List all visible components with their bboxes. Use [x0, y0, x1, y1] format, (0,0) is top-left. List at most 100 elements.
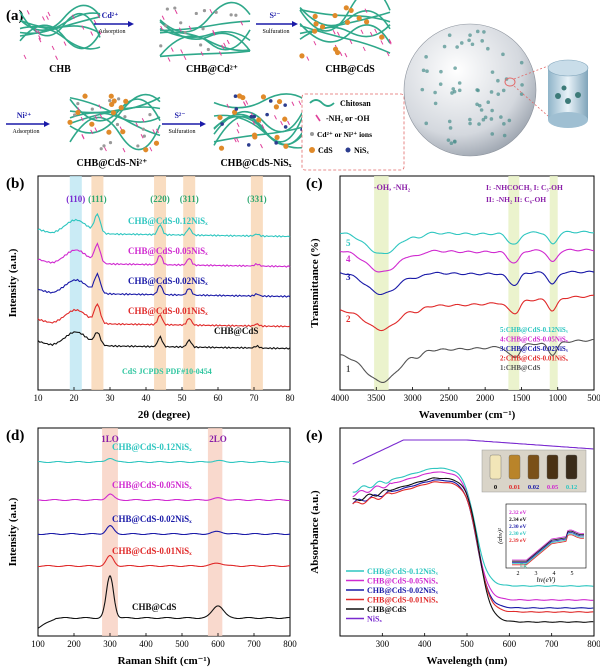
- functional-group-mark: [140, 133, 144, 139]
- ion-dot: [108, 141, 113, 145]
- raman-peak-label: 2LO: [209, 434, 227, 444]
- inset-tick-label: 3: [535, 571, 538, 577]
- fiber-bundle-2: [299, 0, 392, 61]
- functional-group-mark: [339, 51, 343, 57]
- sphere-pore: [496, 78, 500, 83]
- svg-text:Sulfuration: Sulfuration: [169, 128, 196, 135]
- cds-particle: [106, 129, 112, 135]
- cds-particle: [256, 117, 262, 123]
- functional-group-mark: [94, 114, 98, 120]
- svg-text:Chitosan: Chitosan: [340, 99, 371, 108]
- functional-group-mark: [245, 100, 249, 105]
- sphere-pore: [470, 42, 475, 47]
- functional-group-mark: [98, 104, 102, 109]
- functional-group-mark: [260, 143, 263, 149]
- chitosan-fiber: [159, 29, 251, 57]
- ion-dot: [141, 127, 145, 131]
- svg-text:(b): (b): [6, 176, 24, 192]
- label-chb-cd: CHB@Cd²⁺: [186, 64, 238, 75]
- sphere-pore: [486, 46, 490, 51]
- functional-group-mark: [233, 137, 237, 143]
- ftir-series-line: [340, 338, 595, 383]
- sphere-pore: [519, 92, 524, 96]
- functional-group-mark: [180, 49, 184, 54]
- ion-dot: [76, 102, 80, 106]
- uvvis-series-line: [352, 439, 594, 465]
- bandgap-value: 2.34 eV: [509, 517, 526, 523]
- sphere-pore: [453, 66, 457, 70]
- bandgap-value: 2.32 eV: [509, 510, 526, 516]
- panel-c: (c) 5 4 3 2 1 5:CHB@CdS-0.12NiSₓ 4:CHB@CdS-0.…: [306, 175, 600, 421]
- ion-dot: [173, 6, 177, 10]
- scheme-legend: Chitosan -NH₂ or -OH Cd²⁺ or Ni²⁺ ions C…: [301, 93, 405, 171]
- raman-series-label: CHB@CdS: [132, 602, 176, 612]
- functional-group-mark: [99, 113, 103, 119]
- sphere-pore: [480, 39, 484, 43]
- functional-group-mark: [81, 134, 85, 139]
- ftir-legend-entry: 2:CHB@CdS-0.01NiSₓ: [500, 355, 569, 363]
- sphere-pore: [451, 87, 456, 91]
- uvvis-tick-label: 700: [545, 639, 559, 649]
- cds-particle: [332, 12, 338, 19]
- sphere-pore: [420, 87, 425, 92]
- sphere-pore: [490, 132, 495, 136]
- raman-series-label: CHB@CdS-0.02NiSₓ: [112, 514, 192, 524]
- nis-particle: [220, 122, 224, 126]
- cds-particle: [251, 132, 258, 138]
- functional-group-mark: [291, 101, 295, 107]
- arrow-3: Ni²⁺ Adsorption: [6, 111, 50, 135]
- sphere-pore: [502, 122, 506, 126]
- ion-dot: [165, 7, 169, 11]
- raman-series-line: [38, 525, 291, 536]
- functional-group-mark: [178, 27, 182, 32]
- xrd-series-line: [37, 272, 291, 298]
- sphere-pore: [501, 52, 505, 57]
- cds-particle: [89, 121, 95, 127]
- functional-group-mark: [332, 30, 336, 35]
- panel-e-ylabel: Absorbance (a.u.): [309, 490, 321, 574]
- functional-group-mark: [167, 57, 171, 62]
- ftir-tick-label: 4000: [331, 393, 350, 403]
- sphere-pore: [519, 60, 524, 65]
- sphere-pore: [477, 103, 482, 108]
- svg-text:Ni²⁺: Ni²⁺: [17, 111, 32, 120]
- ftir-legend-entry: 1:CHB@CdS: [500, 364, 540, 372]
- uvvis-legend-entry: CHB@CdS-0.02NiSₓ: [367, 586, 439, 595]
- uvvis-tick-label: 800: [587, 639, 600, 649]
- svg-text:Cd²⁺ or Ni²⁺ ions: Cd²⁺ or Ni²⁺ ions: [317, 130, 372, 139]
- ftir-series-number: 2: [346, 314, 351, 324]
- panel-b-ylabel: Intensity (a.u.): [7, 248, 19, 317]
- chitosan-fiber: [213, 126, 305, 143]
- functional-group-mark: [90, 129, 94, 135]
- uvvis-legend-entry: CHB@CdS-0.05NiSₓ: [367, 577, 439, 586]
- functional-group-mark: [42, 16, 45, 21]
- cds-particle: [312, 28, 318, 34]
- cds-particle: [153, 140, 160, 146]
- functional-group-mark: [313, 40, 317, 46]
- nis-particle: [283, 125, 288, 129]
- functional-group-mark: [34, 28, 38, 34]
- cds-particle: [282, 116, 288, 122]
- ion-dot: [72, 113, 77, 117]
- cds-particle: [75, 109, 81, 116]
- svg-text:(d): (d): [6, 428, 24, 444]
- sphere-pore: [421, 68, 426, 73]
- label-chb: CHB: [49, 64, 71, 75]
- ion-dot: [234, 13, 238, 17]
- chitosan-fiber: [159, 50, 251, 58]
- cds-particle: [120, 129, 126, 135]
- functional-group-mark: [161, 15, 165, 20]
- ion-dot: [214, 10, 218, 14]
- ftir-series-number: 1: [346, 364, 351, 374]
- xrd-peak-band: [183, 176, 196, 390]
- cds-particle: [260, 94, 267, 100]
- fiber-bundle-0: [19, 4, 102, 61]
- raman-series-label: CHB@CdS-0.01NiSₓ: [112, 546, 192, 556]
- functional-group-mark: [218, 51, 222, 56]
- panel-d-xlabel: Raman Shift (cm⁻¹): [118, 655, 211, 667]
- uvvis-legend-entry: CHB@CdS-0.01NiSₓ: [367, 596, 439, 605]
- sphere-pore: [467, 38, 471, 43]
- ftir-tick-label: 3000: [404, 393, 423, 403]
- cds-particle: [299, 53, 305, 59]
